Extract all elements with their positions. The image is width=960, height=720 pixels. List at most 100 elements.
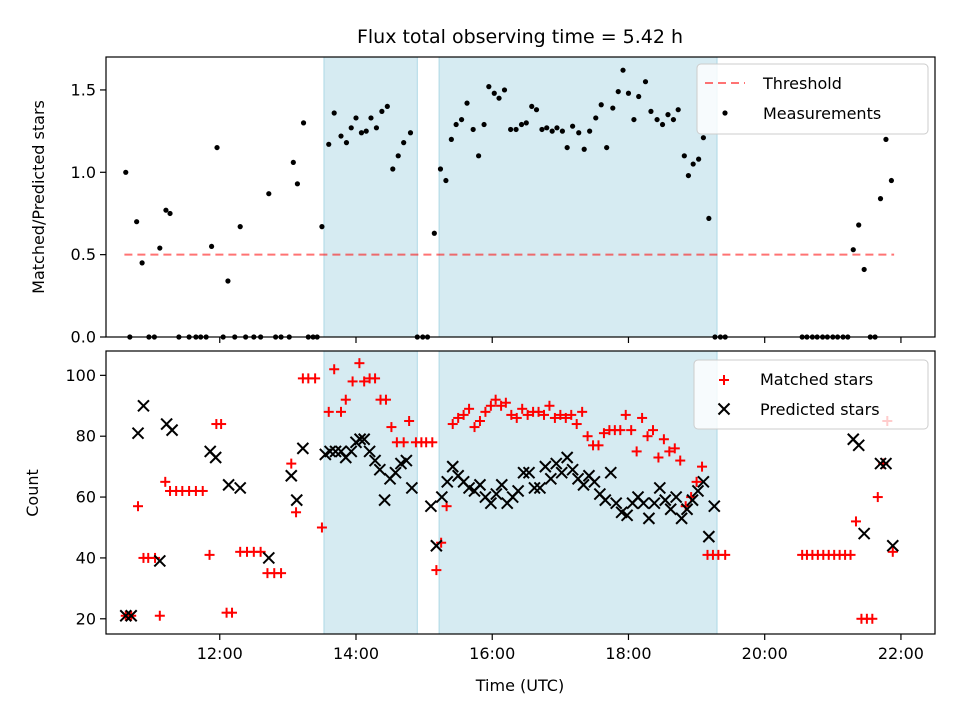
measurement-point-37 bbox=[343, 140, 350, 146]
predicted-point-65 bbox=[599, 493, 612, 507]
predicted-point-82 bbox=[691, 484, 705, 498]
predicted-point-23 bbox=[357, 433, 371, 446]
bottom-y-ticks: 20 40 60 80 100 bbox=[65, 366, 106, 628]
predicted-point-78 bbox=[669, 490, 683, 504]
predicted-point-42 bbox=[473, 478, 487, 492]
predicted-point-24 bbox=[363, 445, 376, 458]
predicted-point-51 bbox=[522, 466, 536, 479]
top-ytick-label-3: 1.5 bbox=[71, 80, 96, 99]
measurement-point-101 bbox=[690, 161, 696, 167]
predicted-point-1 bbox=[124, 609, 138, 622]
measurement-point-86 bbox=[610, 105, 616, 111]
legend-predicted-swatch bbox=[717, 402, 731, 416]
top-shaded-intervals bbox=[323, 56, 718, 338]
measurement-point-39 bbox=[353, 115, 359, 121]
legend-measurement-swatch bbox=[722, 110, 728, 116]
measurement-point-44 bbox=[379, 108, 385, 114]
measurement-point-85 bbox=[604, 144, 610, 151]
measurement-point-61 bbox=[476, 153, 482, 159]
measurement-point-90 bbox=[631, 116, 637, 123]
matched-point-42 bbox=[380, 394, 391, 405]
matched-point-64 bbox=[500, 397, 511, 408]
predicted-point-9 bbox=[222, 478, 235, 492]
measurement-point-89 bbox=[625, 90, 632, 96]
measurement-point-33 bbox=[319, 224, 325, 230]
measurement-point-27 bbox=[290, 159, 296, 166]
predicted-point-13 bbox=[290, 493, 303, 507]
matched-point-27 bbox=[291, 507, 302, 518]
predicted-point-87 bbox=[852, 439, 865, 452]
measurement-point-125 bbox=[888, 177, 895, 184]
measurement-point-80 bbox=[576, 130, 582, 136]
matched-point-61 bbox=[485, 400, 496, 411]
matched-point-115 bbox=[850, 516, 861, 527]
matched-point-89 bbox=[637, 412, 648, 423]
chart-title: Flux total observing time = 5.42 h bbox=[357, 26, 683, 48]
predicted-point-26 bbox=[373, 463, 387, 476]
measurement-point-65 bbox=[496, 95, 502, 101]
predicted-point-57 bbox=[555, 466, 568, 479]
bottom-x-ticks: 12:00 14:00 16:00 18:00 20:00 22:00 bbox=[197, 634, 924, 663]
measurement-point-42 bbox=[368, 115, 374, 121]
predicted-point-4 bbox=[153, 554, 167, 568]
matched-point-94 bbox=[664, 446, 675, 457]
predicted-point-36 bbox=[441, 475, 454, 489]
measurement-point-47 bbox=[395, 153, 401, 159]
matched-point-90 bbox=[642, 431, 653, 442]
matched-point-118 bbox=[867, 613, 878, 624]
predicted-point-33 bbox=[424, 499, 438, 513]
measurement-point-70 bbox=[523, 120, 529, 126]
matched-point-33 bbox=[329, 364, 340, 375]
measurement-point-77 bbox=[559, 128, 565, 134]
predicted-point-69 bbox=[620, 509, 634, 522]
measurement-point-46 bbox=[390, 166, 396, 172]
measurement-point-2 bbox=[134, 219, 140, 225]
measurement-point-76 bbox=[554, 125, 560, 131]
measurement-point-71 bbox=[529, 103, 535, 110]
top-shade-band-2 bbox=[438, 56, 718, 338]
measurement-point-29 bbox=[300, 120, 307, 126]
measurement-point-104 bbox=[706, 215, 712, 222]
matched-point-18 bbox=[227, 607, 238, 618]
measurement-point-119 bbox=[856, 222, 862, 228]
matched-point-77 bbox=[571, 419, 582, 430]
top-axes-frame bbox=[105, 56, 936, 338]
top-y-axis-label: Matched/Predicted stars bbox=[29, 100, 48, 294]
measurement-point-91 bbox=[636, 93, 642, 100]
measurement-point-124 bbox=[883, 136, 889, 142]
predicted-point-72 bbox=[637, 496, 650, 510]
matched-point-86 bbox=[620, 409, 631, 420]
measurement-point-96 bbox=[665, 112, 671, 118]
predicted-point-10 bbox=[233, 481, 247, 495]
measurement-point-82 bbox=[587, 128, 593, 134]
measurement-point-88 bbox=[620, 67, 626, 73]
measurement-point-40 bbox=[358, 130, 365, 136]
measurement-point-98 bbox=[675, 107, 681, 113]
predicted-point-8 bbox=[209, 451, 222, 464]
predicted-point-44 bbox=[484, 496, 498, 510]
predicted-point-32 bbox=[405, 481, 419, 495]
measurement-point-78 bbox=[564, 144, 570, 151]
legend-predicted-label: Predicted stars bbox=[760, 400, 880, 419]
measurement-point-6 bbox=[157, 245, 163, 251]
matched-point-40 bbox=[370, 373, 381, 384]
measurement-point-49 bbox=[407, 130, 414, 136]
measurement-point-41 bbox=[363, 128, 369, 134]
measurement-point-8 bbox=[167, 210, 173, 217]
matched-point-87 bbox=[626, 425, 637, 436]
matched-point-119 bbox=[872, 492, 883, 503]
predicted-point-25 bbox=[368, 454, 382, 467]
predicted-point-91 bbox=[886, 539, 899, 552]
measurement-point-36 bbox=[338, 133, 344, 139]
predicted-point-2 bbox=[131, 426, 145, 440]
measurement-point-45 bbox=[384, 103, 390, 110]
measurement-point-120 bbox=[861, 266, 867, 273]
bottom-legend-box bbox=[693, 359, 929, 430]
predicted-point-46 bbox=[495, 478, 508, 492]
matched-point-30 bbox=[310, 373, 321, 384]
measurement-point-68 bbox=[513, 126, 519, 133]
predicted-point-35 bbox=[435, 490, 449, 504]
ratio-panel: 0.0 0.5 1.0 1.5 Matched/Predicted stars Thr… bbox=[29, 56, 936, 347]
measurement-points bbox=[123, 67, 895, 340]
matched-point-65 bbox=[506, 409, 517, 420]
